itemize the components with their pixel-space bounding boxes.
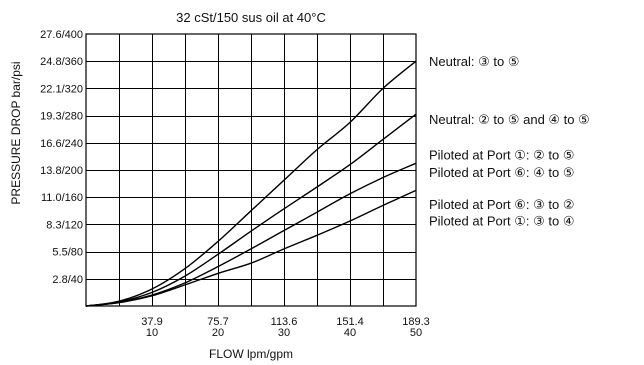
curve-labels: Neutral: ③ to ⑤ Neutral: ② to ⑤ and ④ to … — [429, 54, 590, 228]
series-line — [85, 189, 417, 307]
y-tick-label: 13.8/200 — [40, 165, 83, 177]
y-tick-label: 8.3/120 — [46, 219, 83, 231]
chart-grid — [85, 33, 417, 307]
y-tick-label: 11.0/160 — [41, 192, 83, 204]
curve-label: Piloted at Port ①: ② to ⑤ — [429, 147, 575, 162]
y-tick-label: 27.6/400 — [40, 29, 83, 41]
curve-label: Piloted at Port ⑥: ③ to ② — [429, 197, 575, 212]
curve-label: Neutral: ② to ⑤ and ④ to ⑤ — [429, 112, 590, 127]
curve-label: Piloted at Port ①: ③ to ④ — [429, 213, 575, 228]
curve-label: Piloted at Port ⑥: ④ to ⑤ — [429, 165, 575, 180]
x-tick-label-lpm: 75.7 — [207, 316, 228, 328]
x-tick-label-gpm: 20 — [212, 327, 224, 339]
series-line — [85, 60, 417, 307]
y-axis-label: PRESSURE DROP bar/psi — [9, 61, 23, 204]
x-tick-label-lpm: 189.3 — [402, 316, 430, 328]
y-tick-label: 19.3/280 — [40, 111, 83, 123]
y-tick-label: 5.5/80 — [52, 247, 83, 259]
y-axis-ticks: 2.8/40 5.5/80 8.3/120 11.0/160 13.8/200 16.6/… — [40, 29, 83, 286]
x-tick-label-gpm: 10 — [146, 327, 158, 339]
x-tick-label-gpm: 30 — [278, 327, 290, 339]
y-tick-label: 24.8/360 — [40, 56, 83, 68]
curve-label: Neutral: ③ to ⑤ — [429, 54, 520, 69]
chart-title: 32 cSt/150 sus oil at 40°C — [176, 10, 326, 25]
x-tick-label-gpm: 40 — [344, 327, 356, 339]
x-tick-label-lpm: 151.4 — [336, 316, 364, 328]
x-axis-ticks: 37.910 75.720 113.630 151.440 189.350 — [141, 316, 429, 339]
y-tick-label: 2.8/40 — [52, 274, 83, 286]
y-tick-label: 16.6/240 — [40, 138, 83, 150]
x-tick-label-lpm: 113.6 — [271, 316, 298, 328]
x-tick-label-gpm: 50 — [410, 327, 422, 339]
chart-curves — [85, 60, 417, 307]
x-axis-label: FLOW lpm/gpm — [209, 347, 293, 361]
series-line — [85, 113, 417, 307]
y-tick-label: 22.1/320 — [40, 83, 83, 95]
x-tick-label-lpm: 37.9 — [141, 316, 162, 328]
